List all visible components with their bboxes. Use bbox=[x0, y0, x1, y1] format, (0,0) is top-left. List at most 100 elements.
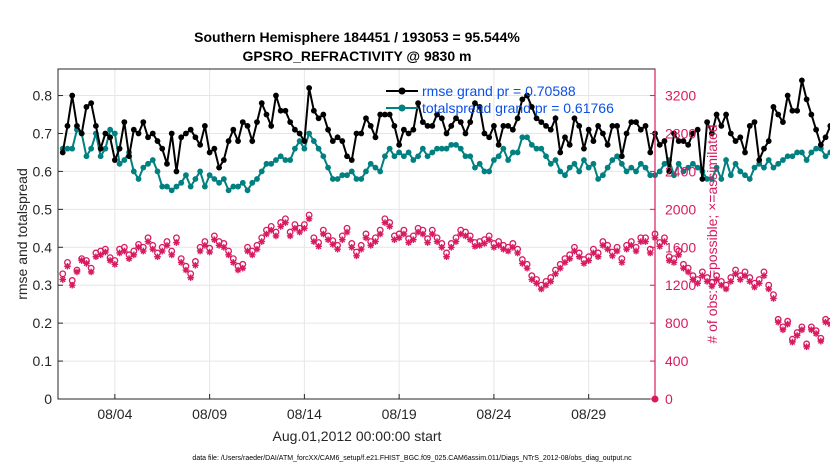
rmse-point bbox=[154, 138, 161, 144]
rmse-point bbox=[524, 92, 530, 99]
totalspread-point bbox=[443, 145, 450, 152]
rmse-point bbox=[448, 122, 455, 129]
totalspread-point bbox=[462, 153, 469, 160]
totalspread-point bbox=[685, 164, 692, 171]
totalspread-point bbox=[704, 176, 711, 182]
x-tick-label: 08/19 bbox=[382, 406, 417, 422]
totalspread-point bbox=[642, 164, 649, 171]
rmse-point bbox=[694, 126, 701, 133]
y-tick-label-left: 0.7 bbox=[33, 125, 53, 141]
rmse-point bbox=[159, 145, 166, 152]
totalspread-point bbox=[775, 160, 782, 167]
totalspread-point bbox=[761, 164, 767, 171]
rmse-point bbox=[713, 111, 720, 118]
data-file-footer: data file: /Users/raeder/DAI/ATM_forcXX/… bbox=[192, 455, 632, 462]
obs-assimilated-marker bbox=[793, 332, 801, 339]
x-tick-label: 08/14 bbox=[287, 406, 322, 422]
obs-assimilated-marker bbox=[315, 243, 322, 250]
rmse-point bbox=[813, 126, 819, 133]
x-tick-label: 08/04 bbox=[97, 406, 132, 422]
obs-assimilated-marker bbox=[689, 276, 697, 283]
totalspread-point bbox=[277, 153, 284, 160]
totalspread-point bbox=[220, 176, 227, 182]
totalspread-point bbox=[453, 141, 459, 148]
obs-assimilated-marker bbox=[372, 238, 379, 245]
totalspread-point bbox=[434, 145, 440, 152]
obs-assimilated-marker bbox=[808, 326, 815, 334]
obs-assimilated-marker bbox=[556, 264, 564, 272]
obs-assimilated-marker bbox=[561, 259, 569, 266]
obs-assimilated-marker bbox=[585, 257, 592, 264]
obs-assimilated-marker bbox=[201, 242, 209, 249]
totalspread-point bbox=[211, 176, 218, 182]
totalspread-point bbox=[808, 149, 815, 156]
obs-assimilated-marker bbox=[746, 278, 754, 285]
obs-assimilated-marker bbox=[234, 266, 242, 274]
obs-assimilated-marker bbox=[812, 330, 820, 337]
totalspread-point bbox=[145, 160, 151, 167]
obs-assimilated-marker bbox=[708, 282, 716, 290]
rmse-point bbox=[410, 126, 417, 133]
rmse-point bbox=[680, 138, 687, 144]
obs-assimilated-marker bbox=[751, 283, 758, 291]
rmse-point bbox=[434, 111, 440, 118]
totalspread-point bbox=[325, 164, 331, 171]
rmse-point bbox=[798, 77, 805, 84]
x-tick-label: 08/29 bbox=[571, 406, 606, 422]
totalspread-point bbox=[822, 153, 829, 160]
rmse-point bbox=[751, 119, 758, 126]
obs-assimilated-marker bbox=[239, 264, 247, 272]
obs-assimilated-marker bbox=[68, 281, 76, 289]
totalspread-point bbox=[803, 157, 810, 163]
totalspread-point bbox=[599, 172, 606, 179]
rmse-point bbox=[135, 130, 142, 137]
rmse-point bbox=[216, 164, 222, 171]
obs-assimilated-marker bbox=[334, 245, 341, 253]
obs-assimilated-marker bbox=[571, 247, 578, 255]
rmse-point bbox=[609, 122, 616, 129]
rmse-point bbox=[509, 126, 516, 133]
totalspread-point bbox=[798, 149, 805, 156]
rmse-point bbox=[192, 134, 199, 141]
totalspread-point bbox=[486, 168, 493, 175]
totalspread-point bbox=[708, 176, 715, 182]
totalspread-point bbox=[344, 172, 350, 179]
totalspread-point bbox=[69, 145, 76, 152]
obs-assimilated-marker bbox=[471, 243, 479, 250]
totalspread-point bbox=[656, 168, 663, 175]
rmse-point bbox=[495, 141, 502, 148]
rmse-point bbox=[486, 134, 493, 141]
obs-assimilated-marker bbox=[367, 242, 375, 249]
totalspread-point bbox=[566, 164, 573, 171]
obs-assimilated-marker bbox=[637, 238, 645, 245]
rmse-point bbox=[140, 119, 147, 126]
obs-assimilated-marker bbox=[462, 232, 469, 240]
rmse-point bbox=[187, 126, 194, 133]
obs-assimilated-marker bbox=[362, 234, 370, 242]
rmse-point bbox=[173, 168, 180, 175]
obs-assimilated-marker bbox=[789, 338, 796, 346]
totalspread-point bbox=[543, 153, 549, 160]
series-layer bbox=[59, 77, 830, 403]
totalspread-point bbox=[201, 183, 208, 190]
obs-assimilated-marker bbox=[594, 253, 602, 261]
obs-assimilated-marker bbox=[661, 238, 668, 245]
obs-assimilated-marker bbox=[580, 260, 588, 267]
totalspread-point bbox=[339, 172, 346, 179]
y-tick-label-right: 2400 bbox=[665, 163, 696, 179]
totalspread-point bbox=[481, 168, 488, 175]
obs-assimilated-marker bbox=[386, 223, 393, 230]
rmse-point bbox=[69, 92, 76, 99]
obs-assimilated-marker bbox=[196, 247, 204, 255]
obs-assimilated-marker bbox=[357, 245, 365, 253]
obs-assimilated-marker bbox=[466, 236, 474, 243]
totalspread-point bbox=[765, 157, 772, 163]
obs-assimilated-marker bbox=[168, 251, 176, 259]
rmse-point bbox=[107, 134, 114, 141]
totalspread-point bbox=[282, 157, 289, 163]
rmse-point bbox=[396, 141, 403, 148]
totalspread-point bbox=[348, 168, 355, 175]
totalspread-point bbox=[581, 157, 587, 163]
rmse-point bbox=[353, 130, 360, 137]
rmse-point bbox=[822, 134, 829, 141]
